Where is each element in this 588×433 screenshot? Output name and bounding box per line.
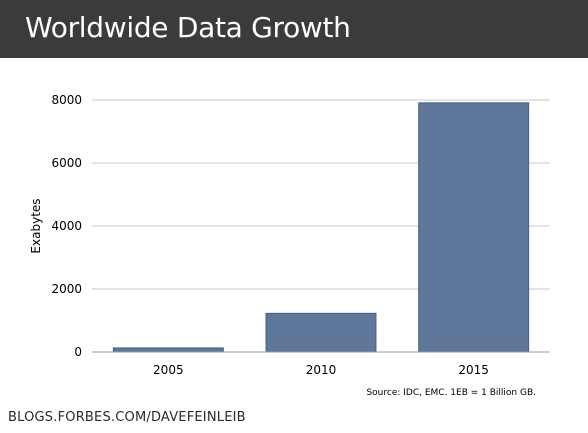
x-tick-label: 2015 xyxy=(458,363,489,377)
title-bar: Worldwide Data Growth xyxy=(0,0,588,58)
y-tick-label: 6000 xyxy=(51,156,82,170)
bar-2010 xyxy=(266,313,376,352)
bar-2005 xyxy=(113,348,223,352)
footer-url: BLOGS.FORBES.COM/DAVEFEINLEIB xyxy=(8,410,246,425)
slide-title: Worldwide Data Growth xyxy=(25,11,351,44)
x-tick-label: 2010 xyxy=(306,363,337,377)
bar-2015 xyxy=(419,103,529,352)
x-tick-label: 2005 xyxy=(153,363,184,377)
y-tick-label: 0 xyxy=(74,345,82,359)
y-axis-title: Exabytes xyxy=(29,198,43,253)
bar-chart: 0 2000 4000 6000 8000 2005 2010 2015 Exabytes xyxy=(0,58,588,398)
y-tick-label: 2000 xyxy=(51,282,82,296)
y-tick-label: 8000 xyxy=(51,93,82,107)
source-note: Source: IDC, EMC. 1EB = 1 Billion GB. xyxy=(366,388,536,398)
bars xyxy=(113,103,528,352)
chart-svg: 0 2000 4000 6000 8000 2005 2010 2015 Exabytes xyxy=(0,58,588,388)
y-tick-label: 4000 xyxy=(51,219,82,233)
